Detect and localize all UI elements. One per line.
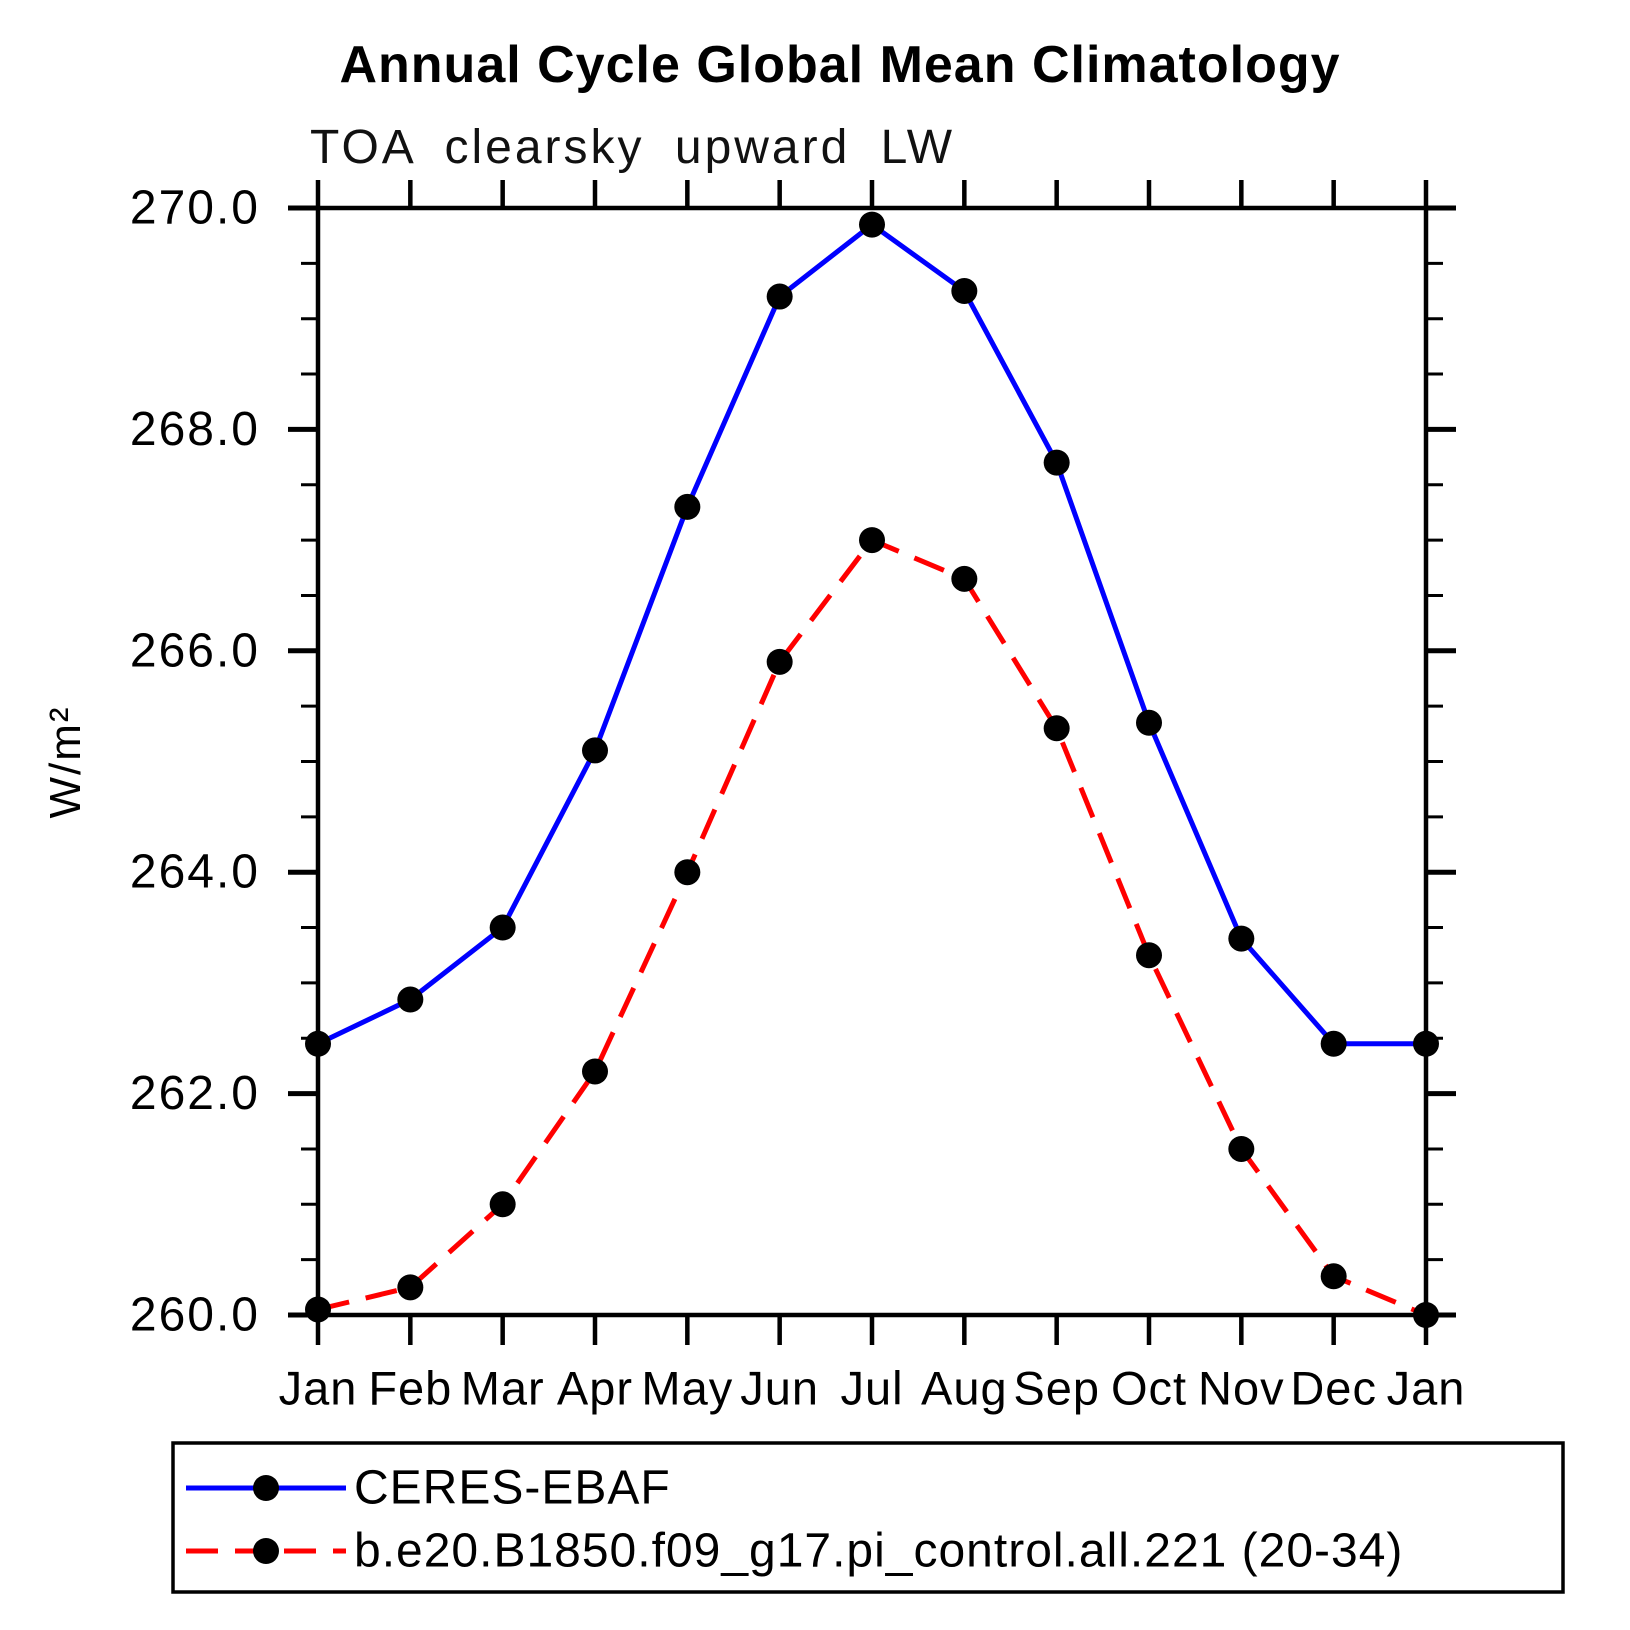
y-tick-label: 264.0 xyxy=(130,846,260,899)
y-tick-label: 262.0 xyxy=(130,1067,260,1120)
series-layer xyxy=(305,211,1439,1328)
y-tick-label: 260.0 xyxy=(130,1289,260,1342)
data-point-marker xyxy=(305,1030,331,1057)
data-point-marker xyxy=(951,278,978,305)
y-tick-label: 266.0 xyxy=(130,624,260,677)
data-point-marker xyxy=(1413,1030,1439,1057)
data-point-marker xyxy=(1320,1030,1347,1057)
data-point-marker xyxy=(951,565,978,592)
data-point-marker xyxy=(1413,1302,1439,1328)
data-point-marker xyxy=(582,1058,608,1085)
data-point-marker xyxy=(1043,715,1070,742)
plot-frame xyxy=(315,205,1429,1318)
series-line-ceres-ebaf xyxy=(316,222,1426,1047)
x-tick-label: Aug xyxy=(921,1362,1008,1415)
x-tick-label: Jul xyxy=(840,1362,903,1415)
legend-sample-marker xyxy=(253,1475,279,1501)
legend-box xyxy=(171,1441,1565,1594)
axes-layer: Jan Feb Mar Apr May Jun Jul Aug Sep Oct Nov Dec Jan2… xyxy=(130,180,1466,1415)
data-point-marker xyxy=(397,1274,424,1301)
data-point-marker xyxy=(1320,1263,1347,1290)
data-point-marker xyxy=(1043,449,1070,476)
legend: CERES-EBAF b.e20.B1850.f09_g17.pi_control… xyxy=(171,1441,1565,1594)
x-tick-label: Sep xyxy=(1013,1362,1100,1415)
data-point-marker xyxy=(859,211,885,238)
data-point-marker xyxy=(1136,709,1162,736)
x-tick-label: Mar xyxy=(461,1362,545,1415)
x-tick-label: Feb xyxy=(368,1362,452,1415)
x-tick-label: Jan xyxy=(279,1362,358,1415)
data-point-marker xyxy=(766,648,793,675)
y-tick-label: 268.0 xyxy=(130,403,260,456)
chart-title: Annual Cycle Global Mean Climatology xyxy=(339,36,1340,94)
data-point-marker xyxy=(766,283,793,310)
data-point-marker xyxy=(674,859,701,886)
x-tick-label: Nov xyxy=(1198,1362,1285,1415)
legend-label: CERES-EBAF xyxy=(354,1462,671,1515)
y-tick-label: 270.0 xyxy=(130,182,260,235)
legend-label: b.e20.B1850.f09_g17.pi_control.all.221 (… xyxy=(354,1525,1403,1578)
data-point-marker xyxy=(674,493,701,520)
data-point-marker xyxy=(582,737,608,764)
x-tick-label: Jun xyxy=(740,1362,819,1415)
series-line-model xyxy=(317,537,1427,1318)
data-point-marker xyxy=(1136,942,1162,969)
x-tick-label: Oct xyxy=(1111,1362,1187,1415)
data-point-marker xyxy=(489,914,516,941)
x-tick-label: May xyxy=(641,1362,733,1415)
y-axis-title: W/m² xyxy=(41,705,90,818)
data-point-marker xyxy=(305,1296,331,1323)
x-tick-label: Apr xyxy=(557,1362,633,1415)
legend-sample-marker xyxy=(253,1538,279,1564)
data-point-marker xyxy=(1228,1135,1255,1162)
data-point-marker xyxy=(1228,925,1255,952)
data-point-marker xyxy=(397,986,424,1013)
chart-subtitle: TOA clearsky upward LW xyxy=(310,121,955,174)
data-point-marker xyxy=(489,1191,516,1218)
x-tick-label: Jan xyxy=(1387,1362,1466,1415)
data-point-marker xyxy=(859,527,885,554)
x-tick-label: Dec xyxy=(1290,1362,1377,1415)
